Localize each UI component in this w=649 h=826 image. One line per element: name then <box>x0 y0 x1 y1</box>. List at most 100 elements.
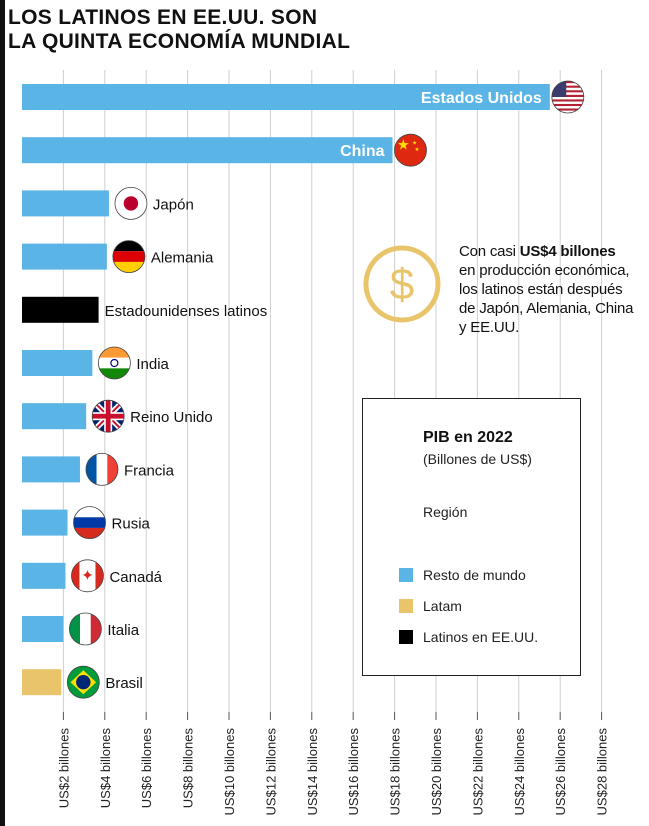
bar-label: Rusia <box>112 516 151 533</box>
germany-flag-icon <box>112 240 146 274</box>
bar-2 <box>22 190 109 217</box>
x-tick-label: US$20 billones <box>429 728 444 816</box>
x-tick-label: US$24 billones <box>512 728 527 816</box>
flag-star: ★ <box>415 146 420 153</box>
flag-face <box>92 400 125 433</box>
bar-6 <box>22 403 87 430</box>
flag-part <box>80 613 91 645</box>
x-tick-label: US$4 billones <box>98 728 113 809</box>
bar-0 <box>22 84 550 110</box>
legend-title: PIB en 2022 <box>423 429 513 446</box>
flag-part <box>98 357 131 369</box>
flag-face <box>98 347 131 379</box>
flag-ring <box>97 346 131 380</box>
legend-region-label: Región <box>423 504 468 520</box>
note-rest: en producción económica, los latinos est… <box>459 262 634 336</box>
flag-part <box>90 613 102 645</box>
flag-leaf: ✦ <box>81 568 94 585</box>
legend-item-label: Latinos en EE.UU. <box>423 629 539 645</box>
flag-stripe <box>551 97 584 100</box>
flag-stripe <box>551 87 584 91</box>
bar-label: Reino Unido <box>130 409 213 426</box>
x-tick-label: US$22 billones <box>470 728 485 816</box>
left-accent-rule <box>0 0 5 826</box>
svg-text:$: $ <box>390 260 414 309</box>
flag-part <box>394 134 427 167</box>
flag-ring <box>73 506 106 539</box>
uk-flag-icon <box>91 399 125 433</box>
flag-star: ★ <box>412 140 417 147</box>
flag-stripe <box>551 110 584 113</box>
bar-7 <box>22 456 80 483</box>
latinos-economy-note: Con casi US$4 billones en producción eco… <box>459 242 634 337</box>
page-title: LOS LATINOS EN EE.UU. SON LA QUINTA ECON… <box>8 6 528 54</box>
x-tick-label: US$8 billones <box>181 728 196 809</box>
x-tick-label: US$26 billones <box>553 728 568 816</box>
japan-flag-icon <box>114 186 148 220</box>
bar-label: Francia <box>124 462 175 479</box>
flag-part <box>112 240 145 252</box>
china-flag-icon: ★ ★★ <box>394 133 427 167</box>
flag-part <box>71 559 80 592</box>
bar-label: Canadá <box>109 569 162 586</box>
legend-item-label: Latam <box>423 598 462 614</box>
title-line-2: LA QUINTA ECONOMÍA MUNDIAL <box>8 30 351 53</box>
x-tick-label: US$2 billones <box>56 728 71 809</box>
flag-face <box>114 187 147 220</box>
flag-face <box>85 453 118 486</box>
france-flag-icon <box>85 452 119 486</box>
flag-ring <box>66 665 100 699</box>
flag-stripe <box>551 106 584 109</box>
bar-9 <box>22 562 66 589</box>
x-tick-label: US$16 billones <box>346 728 361 816</box>
legend-item-latam: Latam <box>399 596 462 616</box>
flag-part <box>79 559 96 592</box>
flag-stripe <box>551 85 584 88</box>
bar-1 <box>22 137 393 164</box>
flag-part <box>69 613 81 645</box>
brazil-flag-icon <box>66 665 100 699</box>
flag-globe <box>76 675 91 690</box>
flag-ring <box>551 80 585 114</box>
x-tick-label: US$18 billones <box>388 728 403 816</box>
flag-ring <box>112 240 146 274</box>
flag-stripe <box>551 90 584 93</box>
flag-part <box>73 506 106 518</box>
flag-part <box>98 347 131 358</box>
bar-label: Japón <box>153 196 194 213</box>
chart-legend: PIB en 2022 (Billones de US$) Región Res… <box>362 398 581 676</box>
flag-part <box>96 453 108 486</box>
canada-flag-icon: ✦ <box>71 559 104 593</box>
flag-stripe <box>551 92 584 95</box>
flag-part <box>85 453 97 486</box>
flag-wheel <box>110 358 119 368</box>
flag-stripe <box>551 83 584 86</box>
bar-label: Estados Unidos <box>421 90 542 107</box>
flag-part <box>107 453 118 486</box>
legend-swatch <box>399 568 413 582</box>
legend-item-us-latinos: Latinos en EE.UU. <box>399 627 538 647</box>
flag-face: ✦ <box>71 559 104 592</box>
flag-cross <box>92 413 125 419</box>
flag-ring <box>71 559 104 593</box>
flag-stripe <box>551 101 584 104</box>
flag-ring <box>85 452 119 486</box>
flag-face <box>112 240 145 273</box>
italy-flag-icon <box>68 612 102 646</box>
flag-ring <box>91 399 125 433</box>
russia-flag-icon <box>73 506 106 539</box>
flag-stripe <box>551 99 584 102</box>
india-flag-icon <box>97 346 131 380</box>
flag-stripe <box>551 94 584 97</box>
note-highlight: US$4 billones <box>519 243 616 260</box>
x-tick-label: US$28 billones <box>595 728 610 816</box>
dollar-coin-icon: $ <box>363 245 441 323</box>
bar-5 <box>22 350 93 376</box>
flag-part <box>112 251 145 262</box>
bar-4 <box>22 296 99 323</box>
legend-swatch <box>399 630 413 644</box>
usa-flag-icon <box>551 80 585 114</box>
flag-part <box>112 261 145 273</box>
x-tick-label: US$14 billones <box>305 728 320 816</box>
